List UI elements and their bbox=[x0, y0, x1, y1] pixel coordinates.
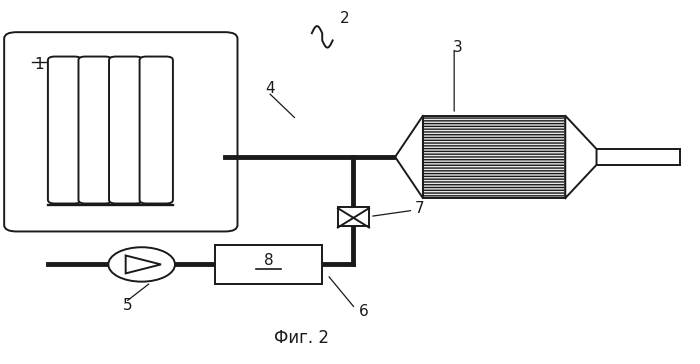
Bar bbox=[215, 245, 322, 284]
Text: 1: 1 bbox=[34, 56, 43, 72]
FancyBboxPatch shape bbox=[78, 56, 112, 203]
Text: 4: 4 bbox=[265, 81, 275, 96]
FancyBboxPatch shape bbox=[139, 56, 173, 203]
Text: 3: 3 bbox=[453, 40, 463, 55]
Text: 8: 8 bbox=[264, 253, 273, 268]
Circle shape bbox=[108, 247, 175, 282]
Bar bbox=[423, 116, 566, 198]
FancyBboxPatch shape bbox=[109, 56, 142, 203]
Polygon shape bbox=[126, 256, 161, 273]
Text: 2: 2 bbox=[340, 11, 349, 27]
Text: Фиг. 2: Фиг. 2 bbox=[274, 329, 329, 347]
Text: 5: 5 bbox=[123, 298, 132, 313]
Bar bbox=[338, 206, 369, 226]
FancyBboxPatch shape bbox=[4, 32, 237, 232]
Polygon shape bbox=[566, 116, 596, 198]
Polygon shape bbox=[395, 116, 423, 198]
FancyBboxPatch shape bbox=[48, 56, 81, 203]
Text: 6: 6 bbox=[359, 304, 369, 318]
Text: 7: 7 bbox=[414, 201, 424, 216]
